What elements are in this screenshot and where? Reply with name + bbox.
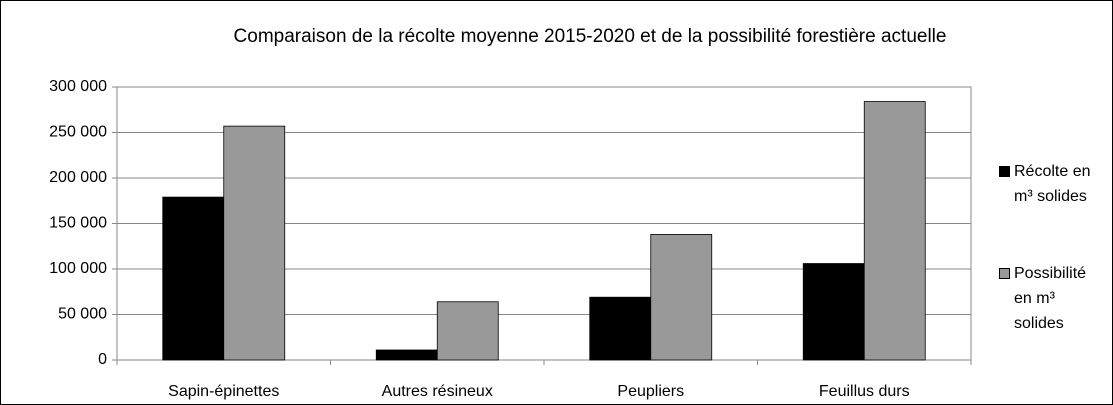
y-tick-label: 0 bbox=[98, 351, 107, 368]
y-tick-label: 150 000 bbox=[49, 215, 107, 232]
chart-title: Comparaison de la récolte moyenne 2015-2… bbox=[233, 26, 947, 47]
bar bbox=[589, 296, 652, 361]
y-tick-label: 300 000 bbox=[49, 78, 107, 95]
x-tick-label: Sapin-épinettes bbox=[168, 383, 279, 400]
y-tick-label: 100 000 bbox=[49, 260, 107, 277]
legend-swatch bbox=[999, 166, 1010, 177]
bar bbox=[436, 301, 499, 361]
bar bbox=[802, 263, 865, 361]
bar bbox=[375, 349, 438, 361]
legend-label: Récolte en m³ solides bbox=[1014, 163, 1091, 205]
legend-swatch bbox=[999, 268, 1010, 279]
bar bbox=[162, 196, 225, 361]
x-tick-label: Feuillus durs bbox=[819, 383, 910, 400]
y-tick-label: 250 000 bbox=[49, 124, 107, 141]
legend-entry: Possibilité en m³ solides bbox=[999, 261, 1109, 336]
x-tick-label: Peupliers bbox=[617, 383, 684, 400]
legend-entry: Récolte en m³ solides bbox=[999, 159, 1109, 209]
x-tick-label: Autres résineux bbox=[382, 383, 493, 400]
y-tick-label: 200 000 bbox=[49, 169, 107, 186]
y-tick-label: 50 000 bbox=[58, 306, 107, 323]
bar bbox=[863, 101, 926, 361]
legend-label: Possibilité en m³ solides bbox=[1014, 265, 1087, 332]
bar bbox=[650, 234, 713, 361]
bar bbox=[223, 125, 286, 361]
